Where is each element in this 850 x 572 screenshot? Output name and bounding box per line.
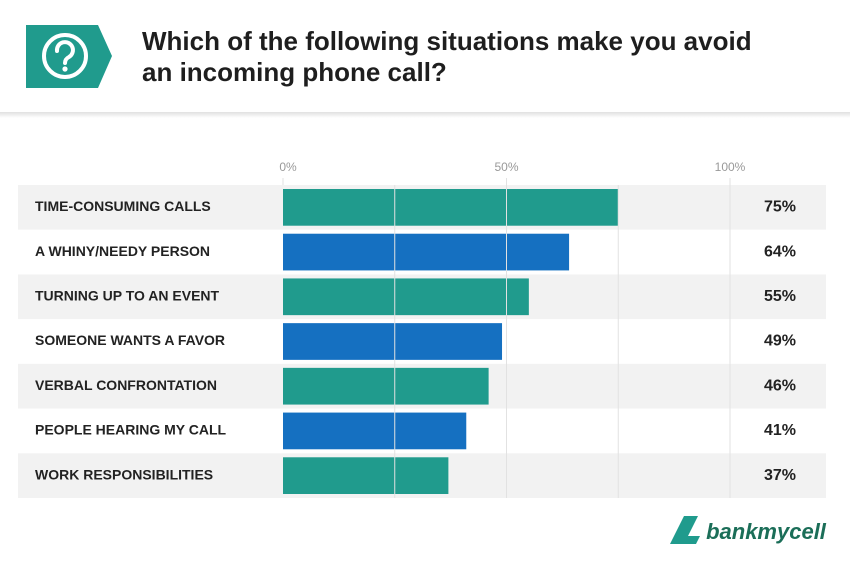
value-label: 64% bbox=[764, 243, 796, 260]
header-shadow bbox=[0, 112, 850, 118]
chart-title: Which of the following situations make y… bbox=[142, 26, 752, 87]
question-icon bbox=[26, 25, 112, 88]
bar bbox=[283, 323, 503, 360]
bar bbox=[283, 457, 449, 494]
category-label: WORK RESPONSIBILITIES bbox=[35, 466, 213, 482]
value-label: 49% bbox=[764, 333, 796, 350]
value-label: 55% bbox=[764, 288, 796, 305]
category-label: PEOPLE HEARING MY CALL bbox=[35, 422, 227, 438]
value-label: 41% bbox=[764, 422, 796, 439]
title-box: Which of the following situations make y… bbox=[142, 26, 752, 87]
bar bbox=[283, 233, 570, 271]
value-label: 37% bbox=[764, 467, 796, 484]
x-tick-label: 50% bbox=[494, 160, 518, 174]
logo: bankmycell bbox=[706, 519, 827, 544]
value-label: 46% bbox=[764, 377, 796, 394]
bar bbox=[283, 278, 529, 316]
category-label: A WHINY/NEEDY PERSON bbox=[35, 243, 210, 259]
category-label: TURNING UP TO AN EVENT bbox=[35, 287, 220, 303]
logo-icon bbox=[670, 516, 700, 544]
category-label: VERBAL CONFRONTATION bbox=[35, 377, 217, 393]
x-tick-label: 100% bbox=[715, 160, 746, 174]
bar bbox=[283, 412, 467, 450]
bar bbox=[283, 189, 619, 226]
value-label: 75% bbox=[764, 199, 796, 216]
category-label: SOMEONE WANTS A FAVOR bbox=[35, 332, 225, 348]
bar bbox=[283, 367, 489, 405]
category-label: TIME-CONSUMING CALLS bbox=[35, 198, 211, 214]
x-tick-label: 0% bbox=[279, 160, 297, 174]
